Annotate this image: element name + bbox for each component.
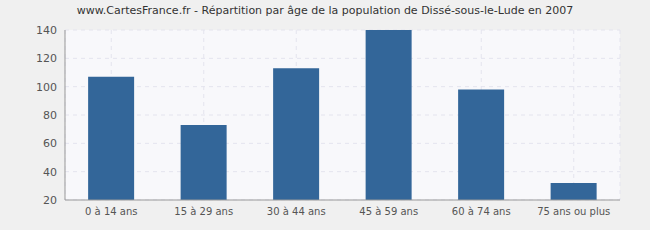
svg-text:40: 40 — [43, 166, 57, 179]
svg-text:80: 80 — [43, 109, 57, 122]
svg-text:100: 100 — [36, 81, 57, 94]
html-text:www.CartesFrance.fr - Répartit: www.CartesFrance.fr - Répartition par âg… — [76, 4, 574, 17]
svg-text:15 à 29 ans: 15 à 29 ans — [174, 206, 233, 217]
svg-text:20: 20 — [43, 194, 57, 207]
svg-text:120: 120 — [36, 52, 57, 65]
svg-text:60 à 74 ans: 60 à 74 ans — [452, 206, 511, 217]
svg-text:140: 140 — [36, 24, 57, 37]
svg-text:60: 60 — [43, 137, 57, 150]
svg-text:45 à 59 ans: 45 à 59 ans — [359, 206, 418, 217]
svg-text:30 à 44 ans: 30 à 44 ans — [267, 206, 326, 217]
svg-text:0 à 14 ans: 0 à 14 ans — [85, 206, 137, 217]
svg-text:75 ans ou plus: 75 ans ou plus — [537, 206, 610, 217]
